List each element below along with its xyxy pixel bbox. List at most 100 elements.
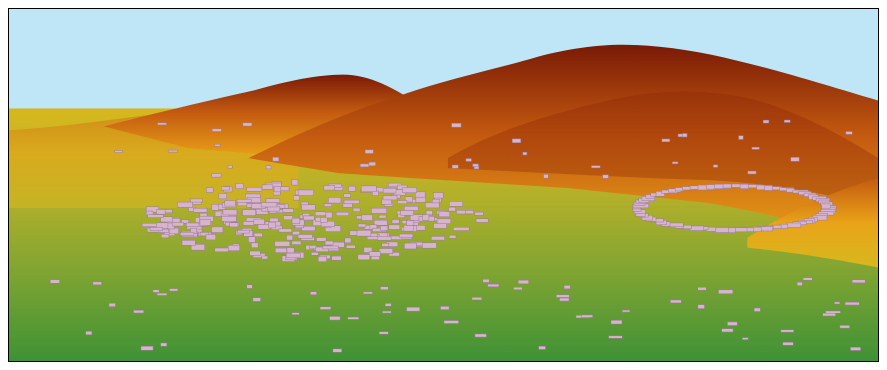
building-block xyxy=(268,221,276,229)
building-block xyxy=(399,233,414,238)
building-block xyxy=(522,151,528,156)
building-block xyxy=(329,316,341,321)
building-block xyxy=(218,193,227,200)
building-block xyxy=(260,202,278,208)
building-block xyxy=(227,165,233,169)
building-block xyxy=(221,186,230,191)
building-block xyxy=(253,218,265,225)
building-block xyxy=(211,204,219,211)
building-block xyxy=(368,161,376,166)
building-block xyxy=(265,165,272,170)
building-block xyxy=(433,192,444,199)
building-block xyxy=(782,342,794,346)
building-block xyxy=(727,321,738,326)
building-block xyxy=(347,316,360,320)
building-block xyxy=(160,342,168,347)
building-block xyxy=(363,247,373,253)
building-block xyxy=(518,279,529,284)
building-block xyxy=(403,225,414,232)
building-block xyxy=(655,191,665,197)
building-block xyxy=(451,164,459,169)
building-block xyxy=(242,122,253,127)
building-block xyxy=(343,193,351,198)
building-block xyxy=(331,255,342,261)
building-block xyxy=(682,133,688,138)
building-block xyxy=(382,310,392,314)
building-block xyxy=(610,320,623,325)
building-block xyxy=(668,222,684,228)
building-block xyxy=(397,200,408,205)
building-block xyxy=(670,299,682,304)
building-block xyxy=(364,149,374,154)
building-block xyxy=(229,222,239,228)
building-block xyxy=(286,247,295,254)
building-block xyxy=(328,197,342,204)
building-block xyxy=(384,303,392,307)
building-block xyxy=(190,244,205,251)
building-block xyxy=(713,164,718,168)
building-block xyxy=(214,247,229,253)
building-block xyxy=(297,234,313,239)
building-block xyxy=(249,250,261,256)
building-block xyxy=(227,245,240,251)
building-block xyxy=(378,331,389,335)
building-block xyxy=(721,328,734,333)
building-block xyxy=(357,223,367,228)
building-block xyxy=(465,210,474,215)
building-block xyxy=(474,211,484,216)
building-block xyxy=(248,236,256,243)
building-block xyxy=(291,312,300,315)
building-block xyxy=(839,325,850,329)
building-block xyxy=(449,201,464,207)
building-block xyxy=(283,215,293,221)
building-block xyxy=(172,222,184,227)
building-block xyxy=(282,208,294,213)
building-block xyxy=(415,196,426,203)
building-block xyxy=(406,306,421,312)
building-block xyxy=(291,217,300,224)
building-block xyxy=(784,119,791,123)
building-block xyxy=(440,306,450,310)
building-block xyxy=(825,310,841,314)
building-block xyxy=(556,294,570,298)
building-block xyxy=(140,346,154,351)
building-block xyxy=(335,211,350,216)
building-block xyxy=(739,183,749,189)
building-block xyxy=(315,246,329,252)
building-block xyxy=(581,314,593,318)
building-block xyxy=(512,138,521,143)
building-block xyxy=(357,254,371,261)
building-block xyxy=(343,199,360,204)
building-block xyxy=(422,242,437,249)
building-block xyxy=(482,279,490,283)
building-block xyxy=(169,288,179,292)
building-block xyxy=(380,286,389,290)
building-block xyxy=(689,225,704,231)
building-block xyxy=(368,251,381,257)
building-block xyxy=(471,297,483,301)
building-block xyxy=(242,209,256,216)
building-block xyxy=(193,208,208,213)
building-block xyxy=(181,240,196,246)
building-block xyxy=(332,348,342,353)
building-block xyxy=(753,307,761,312)
building-block xyxy=(608,335,623,339)
building-block xyxy=(425,210,433,216)
building-block xyxy=(672,161,679,165)
building-block xyxy=(851,279,866,284)
building-block xyxy=(325,211,333,219)
buildings-layer xyxy=(50,119,866,353)
building-block xyxy=(310,252,319,256)
building-block xyxy=(177,201,193,208)
building-block xyxy=(382,188,397,194)
building-block xyxy=(513,286,523,290)
building-block xyxy=(316,237,327,242)
building-block xyxy=(273,185,281,193)
building-block xyxy=(261,255,268,260)
building-block xyxy=(181,219,189,224)
building-block xyxy=(802,277,813,281)
building-block xyxy=(388,224,401,230)
building-block xyxy=(199,232,209,237)
building-block xyxy=(404,196,413,203)
building-block xyxy=(235,183,244,189)
